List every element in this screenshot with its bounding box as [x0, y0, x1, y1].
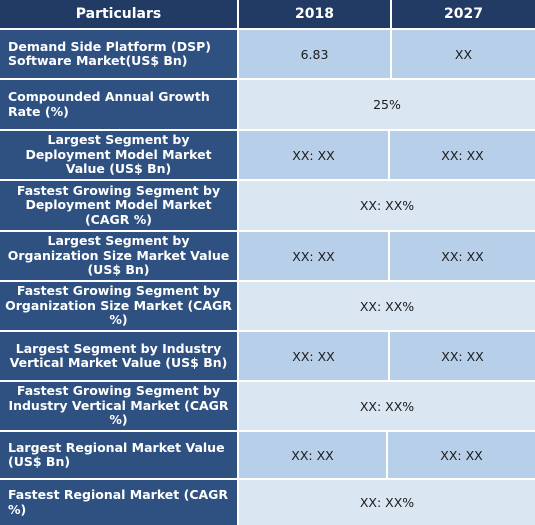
row-value-dsp-2018: 6.83 — [239, 30, 390, 78]
row-value-industry-fastest: XX: XX% — [239, 382, 535, 430]
row-value-org-size-largest-2018: XX: XX — [239, 232, 388, 280]
row-value-regional-largest-2018: XX: XX — [239, 432, 386, 478]
row-value-regional-largest-2027: XX: XX — [388, 432, 535, 478]
row-value-org-size-fastest: XX: XX% — [239, 282, 535, 330]
row-label-regional-fastest: Fastest Regional Market (CAGR %) — [0, 480, 237, 525]
row-label-regional-largest: Largest Regional Market Value (US$ Bn) — [0, 432, 237, 478]
row-value-deployment-fastest: XX: XX% — [239, 181, 535, 230]
row-value-dsp-2027: XX — [392, 30, 535, 78]
row-label-industry-fastest: Fastest Growing Segment by Industry Vert… — [0, 382, 237, 430]
row-value-industry-largest-2027: XX: XX — [390, 332, 535, 380]
row-label-industry-largest: Largest Segment by Industry Vertical Mar… — [0, 332, 237, 380]
row-label-deployment-fastest: Fastest Growing Segment by Deployment Mo… — [0, 181, 237, 230]
row-value-cagr: 25% — [239, 80, 535, 129]
row-label-org-size-fastest: Fastest Growing Segment by Organization … — [0, 282, 237, 330]
header-2018: 2018 — [239, 0, 390, 28]
row-label-deployment-largest: Largest Segment by Deployment Model Mark… — [0, 131, 237, 179]
row-value-deployment-largest-2027: XX: XX — [390, 131, 535, 179]
row-value-deployment-largest-2018: XX: XX — [239, 131, 388, 179]
row-value-org-size-largest-2027: XX: XX — [390, 232, 535, 280]
row-label-cagr: Compounded Annual Growth Rate (%) — [0, 80, 237, 129]
row-label-dsp-market: Demand Side Platform (DSP) Software Mark… — [0, 30, 237, 78]
header-2027: 2027 — [392, 0, 535, 28]
row-label-org-size-largest: Largest Segment by Organization Size Mar… — [0, 232, 237, 280]
header-particulars: Particulars — [0, 0, 237, 28]
row-value-regional-fastest: XX: XX% — [239, 480, 535, 525]
row-value-industry-largest-2018: XX: XX — [239, 332, 388, 380]
